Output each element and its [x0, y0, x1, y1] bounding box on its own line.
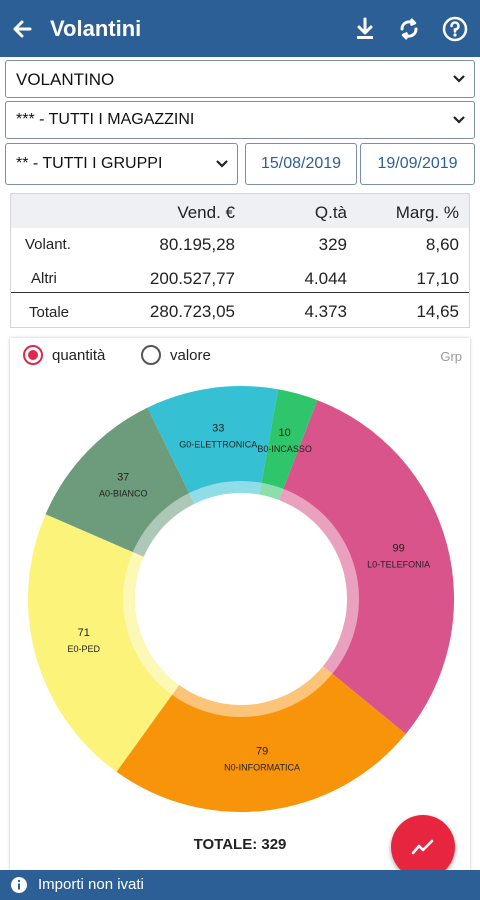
trending-icon [411, 839, 434, 855]
slice-name-label: G0-ELETTRONICA [179, 440, 257, 450]
group-select[interactable]: ** - TUTTI I GRUPPI [5, 143, 238, 185]
row-sales: 280.723,05 [149, 302, 235, 321]
sync-icon[interactable] [394, 14, 424, 44]
slice-value-label: 99 [392, 542, 404, 554]
row-margin: 14,65 [416, 302, 459, 321]
row-margin: 17,10 [416, 269, 459, 288]
slice-name-label: B0-INCASSO [257, 444, 312, 454]
row-qty: 4.373 [304, 302, 347, 321]
quantity-radio[interactable] [23, 345, 43, 365]
warehouse-select-value: *** - TUTTI I MAGAZZINI [16, 111, 195, 128]
slice-name-label: L0-TELEFONIA [367, 559, 430, 569]
table-header [11, 194, 469, 228]
value-radio-label[interactable]: valore [170, 347, 211, 364]
date-to-field[interactable]: 19/09/2019 [360, 143, 475, 185]
divider [11, 292, 469, 293]
slice-value-label: 37 [117, 471, 129, 483]
row-qty: 329 [318, 235, 347, 254]
summary-table: Vend. € Q.tà Marg. % Volant. 80.195,28 3… [10, 193, 470, 328]
help-icon[interactable] [440, 14, 470, 44]
flyer-select-value: VOLANTINO [16, 70, 115, 89]
chevron-down-icon [453, 75, 465, 83]
chart-total: TOTALE: 329 [193, 836, 287, 853]
group-select-value: ** - TUTTI I GRUPPI [16, 155, 163, 172]
slice-value-label: 10 [278, 427, 290, 439]
arrow-left-icon[interactable] [8, 14, 38, 44]
row-label: Totale [29, 304, 70, 321]
info-icon [11, 877, 27, 893]
pie-slice[interactable] [241, 400, 455, 734]
header-margin: Marg. % [395, 203, 459, 222]
date-from-field[interactable]: 15/08/2019 [245, 143, 357, 185]
page-title: Volantini [50, 16, 142, 41]
slice-name-label: A0-BIANCO [99, 488, 148, 498]
pie-slice[interactable] [116, 599, 406, 813]
quantity-radio-label[interactable]: quantità [52, 347, 106, 364]
row-label: Volant. [25, 236, 71, 253]
flyer-select[interactable]: VOLANTINO [5, 60, 475, 98]
row-label: Altri [31, 270, 57, 287]
warehouse-select[interactable]: *** - TUTTI I MAGAZZINI [5, 101, 475, 139]
header-sales: Vend. € [177, 203, 235, 222]
row-sales: 200.527,77 [149, 269, 235, 288]
trend-fab-button[interactable] [391, 815, 455, 879]
slice-value-label: 79 [256, 746, 268, 758]
footer-bar: Importi non ivati [0, 870, 480, 900]
row-margin: 8,60 [425, 235, 459, 254]
row-sales: 80.195,28 [159, 235, 235, 254]
value-radio[interactable] [141, 345, 161, 365]
slice-name-label: N0-INFORMATICA [224, 763, 300, 773]
row-qty: 4.044 [304, 269, 347, 288]
donut-hole [135, 493, 347, 705]
slice-value-label: 33 [212, 423, 224, 435]
app-bar: Volantini [0, 0, 480, 57]
chevron-down-icon [453, 116, 465, 124]
slice-name-label: E0-PED [68, 644, 101, 654]
chevron-down-icon [216, 160, 228, 168]
group-toggle[interactable]: Grp [440, 349, 462, 364]
header-qty: Q.tà [314, 203, 347, 222]
slice-value-label: 71 [78, 627, 90, 639]
footer-text: Importi non ivati [38, 876, 144, 893]
download-icon[interactable] [350, 14, 380, 44]
